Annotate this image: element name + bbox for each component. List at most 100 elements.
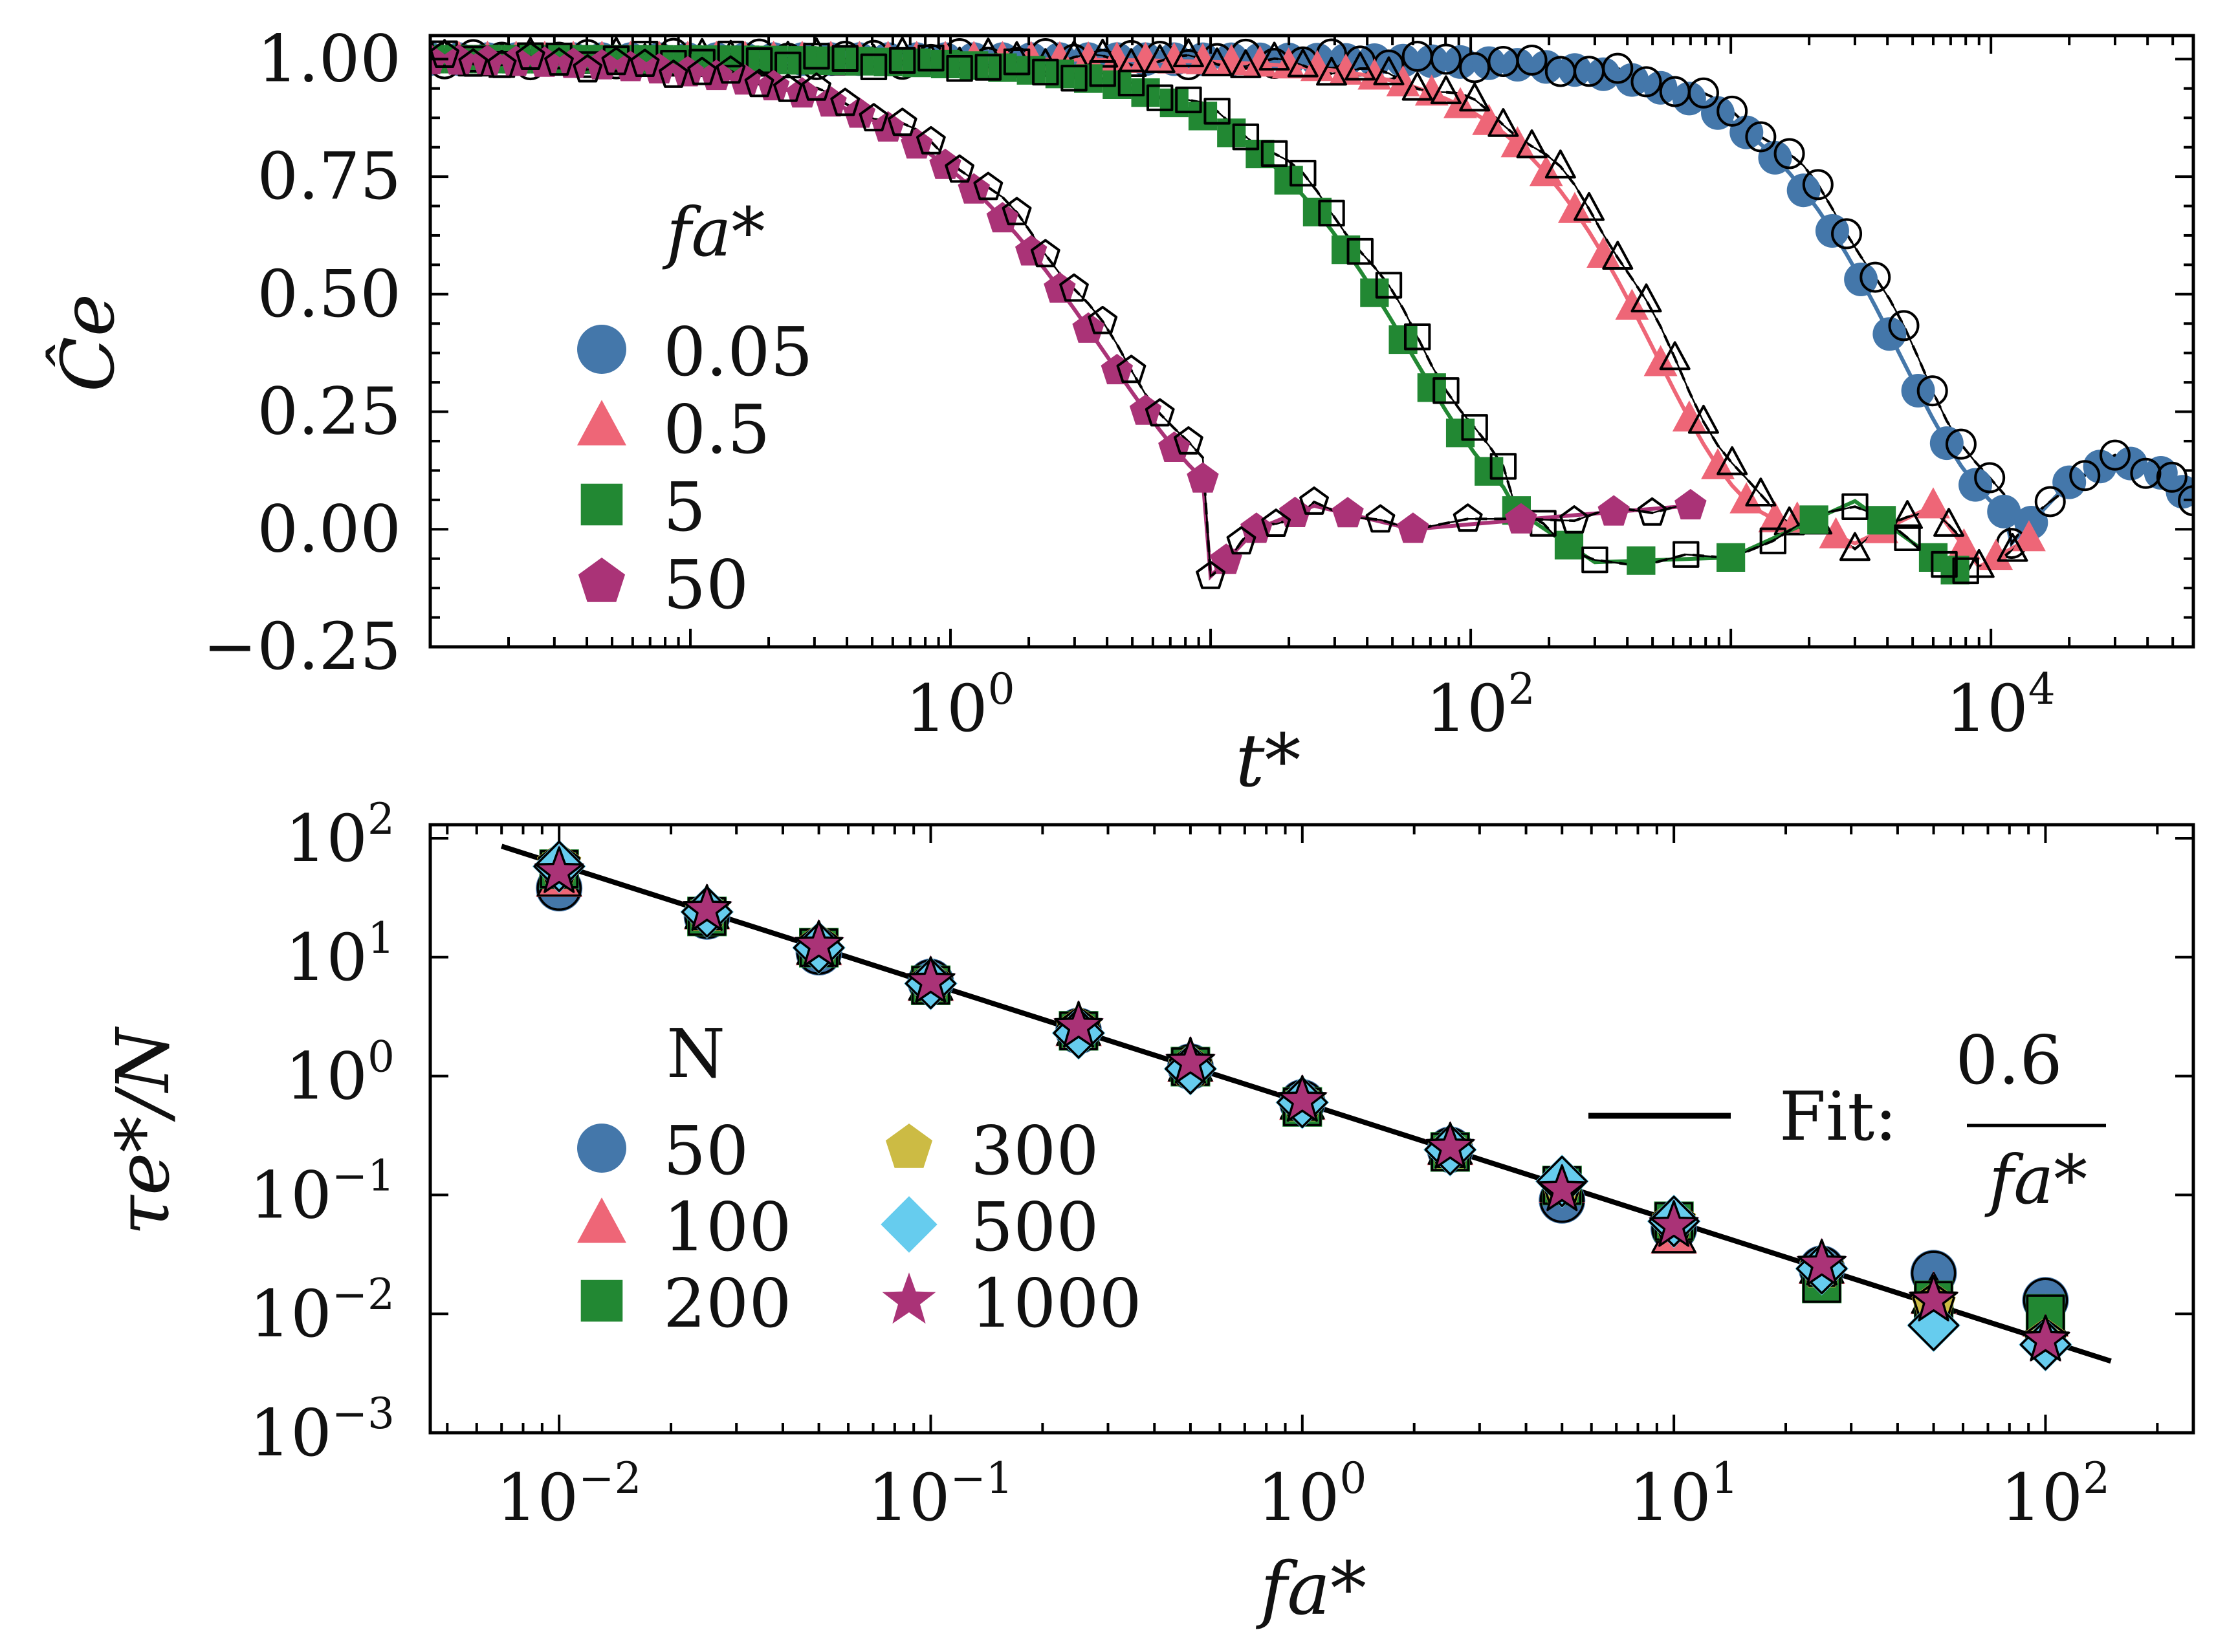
legend-marker-N-500	[881, 1196, 938, 1253]
reference-point	[630, 49, 660, 77]
reference-point	[1773, 138, 1805, 169]
reference-point	[1059, 273, 1089, 302]
reference-point	[773, 73, 803, 102]
data-point	[787, 46, 817, 75]
reference-point	[1687, 77, 1719, 109]
top-y-tick-label: −0.25	[203, 609, 401, 684]
data-point	[988, 53, 1017, 82]
reference-point	[1536, 1155, 1588, 1208]
data-point	[1188, 102, 1218, 131]
reference-point	[1630, 66, 1662, 98]
legend-label-N-500: 500	[971, 1188, 1099, 1266]
top-x-tick-label: 104	[1946, 664, 2056, 746]
data-point	[1505, 503, 1537, 534]
top-x-axis-label: t*	[1235, 719, 1300, 803]
reference-point	[946, 55, 973, 82]
data-point	[1274, 166, 1303, 195]
data-point	[1586, 236, 1621, 268]
legend-label-5: 5	[663, 468, 706, 547]
data-point	[1277, 1074, 1328, 1123]
reference-point	[458, 48, 488, 77]
data-point	[1500, 126, 1535, 158]
bottom-plot-area	[500, 840, 2112, 1372]
reference-point	[1459, 82, 1491, 112]
reference-point	[1945, 428, 1977, 460]
top-legend-title: fa*	[662, 193, 765, 272]
data-point	[2014, 505, 2048, 539]
data-point	[1615, 288, 1649, 320]
data-point	[1131, 78, 1160, 107]
reference-point	[794, 920, 844, 967]
data-point	[1979, 538, 2013, 571]
reference-point	[1087, 38, 1119, 68]
data-point	[1597, 495, 1630, 526]
reference-point	[744, 69, 774, 98]
bottom-y-tick-label: 10−3	[249, 1389, 395, 1471]
reference-point	[1802, 169, 1834, 201]
reference-point	[1894, 524, 1921, 551]
data-point	[1958, 468, 1993, 502]
legend-label-N-200: 200	[663, 1264, 792, 1343]
reference-point	[1648, 1195, 1700, 1247]
reference-point	[716, 55, 746, 84]
data-point	[533, 845, 585, 894]
reference-point	[1287, 48, 1319, 78]
bottom-axis-ticks	[430, 825, 2193, 1434]
top-y-tick-label: 0.00	[257, 491, 401, 567]
reference-point	[573, 54, 603, 83]
reference-point	[1602, 52, 1634, 84]
reference-point	[1516, 44, 1548, 76]
bottom-y-tick-label: 10−1	[249, 1151, 395, 1233]
data-point	[1245, 139, 1275, 169]
legend-label-N-100: 100	[663, 1188, 792, 1266]
bottom-y-tick-label: 100	[285, 1032, 395, 1114]
reference-point	[1907, 1299, 1960, 1351]
top-y-tick-labels: 1.00 0.75 0.50 0.25 0.00 −0.25	[203, 21, 401, 684]
reference-point	[1344, 51, 1376, 81]
top-x-tick-label: 100	[905, 664, 1015, 746]
reference-point	[1797, 1239, 1847, 1286]
series-50	[430, 39, 1707, 589]
data-point	[1357, 58, 1392, 90]
reference-point	[1630, 283, 1662, 312]
reference-point	[802, 72, 831, 101]
data-point	[960, 51, 989, 80]
reference-point	[1537, 1164, 1587, 1212]
svg-text:Ĉe: Ĉe	[46, 294, 131, 392]
reference-point	[906, 956, 956, 1003]
reference-point	[1859, 261, 1891, 293]
reference-point	[1489, 453, 1517, 480]
reference-point	[1659, 341, 1691, 371]
data-point	[1425, 1120, 1476, 1169]
reference-point	[1060, 65, 1088, 92]
data-point	[1329, 53, 1363, 85]
reference-point	[2178, 485, 2193, 517]
reference-point	[1032, 58, 1059, 86]
data-point	[2114, 446, 2148, 481]
reference-point	[1773, 506, 1805, 536]
legend-label-N-1000: 1000	[971, 1264, 1142, 1343]
data-point	[2020, 1313, 2071, 1362]
top-chart-panel: 1.00 0.75 0.50 0.25 0.00 −0.25 100 102 104 t* Ĉ…	[46, 21, 2195, 803]
reference-point	[2156, 461, 2188, 493]
reference-point	[1997, 532, 2028, 562]
reference-point	[1544, 149, 1576, 179]
reference-point	[1299, 486, 1329, 515]
reference-point	[1574, 191, 1605, 221]
reference-point	[1403, 323, 1431, 351]
data-point	[905, 955, 956, 1004]
data-point	[929, 148, 961, 179]
reference-point	[1602, 241, 1634, 270]
data-point	[1554, 530, 1584, 560]
series-N-1000	[533, 845, 2071, 1362]
data-point	[2052, 465, 2087, 499]
reference-point	[1401, 71, 1433, 101]
reference-point	[1365, 504, 1396, 533]
bottom-x-tick-label: 10−2	[496, 1453, 642, 1536]
legend-marker-0.5	[577, 400, 626, 446]
data-point	[1417, 373, 1446, 402]
reference-point	[1516, 129, 1548, 158]
data-point	[1819, 517, 1853, 549]
legend-marker-N-100	[577, 1197, 626, 1243]
bottom-x-axis-label: fa*	[1256, 1547, 1366, 1631]
